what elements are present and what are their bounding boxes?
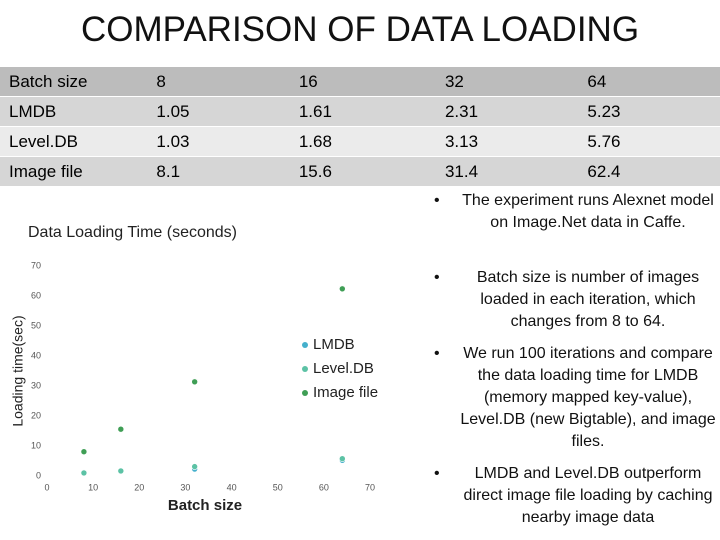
table-row: Batch size 8 16 32 64: [0, 67, 720, 97]
x-tick-label: 40: [227, 482, 237, 492]
legend-marker: [302, 390, 308, 396]
x-tick-label: 30: [180, 482, 190, 492]
chart-background: [0, 190, 430, 540]
table-cell: Level.DB: [0, 126, 148, 157]
table-cell: 8: [147, 67, 290, 97]
table-cell: 2.31: [435, 96, 579, 127]
table-cell: 5.76: [578, 126, 720, 157]
table-row: Image file 8.1 15.6 31.4 62.4: [0, 156, 720, 187]
table-cell: Image file: [0, 156, 148, 187]
scatter-point: [191, 463, 198, 470]
scatter-point: [80, 469, 88, 477]
table-cell: 1.61: [289, 96, 436, 127]
y-tick-label: 70: [31, 260, 41, 270]
y-tick-label: 50: [31, 320, 41, 330]
y-tick-label: 20: [31, 410, 41, 420]
table-cell: 64: [578, 67, 720, 97]
scatter-point: [191, 378, 198, 386]
y-tick-label: 40: [31, 350, 41, 360]
x-tick-label: 10: [88, 482, 98, 492]
x-tick-label: 60: [319, 482, 329, 492]
legend-marker: [302, 342, 308, 348]
scatter-point: [80, 448, 88, 456]
table-cell: 62.4: [578, 156, 720, 187]
chart-title: Data Loading Time (seconds): [28, 224, 237, 241]
table-cell: 1.03: [147, 126, 290, 157]
y-tick-label: 10: [31, 440, 41, 450]
data-table: Batch size 8 16 32 64 LMDB 1.05 1.61 2.31 5.23 Lev…: [0, 67, 720, 187]
x-tick-label: 50: [273, 482, 283, 492]
y-axis-label: Loading time(sec): [10, 315, 26, 426]
table-cell: LMDB: [0, 96, 148, 127]
legend-label: LMDB: [313, 336, 355, 353]
table-row: Level.DB 1.03 1.68 3.13 5.76: [0, 126, 720, 157]
scatter-point: [117, 425, 125, 433]
scatter-point: [339, 455, 346, 463]
table-cell: 3.13: [435, 126, 579, 157]
table-cell: Batch size: [0, 67, 148, 97]
table-cell: 8.1: [147, 156, 290, 187]
scatter-point: [339, 285, 346, 293]
legend-label: Image file: [313, 384, 378, 401]
bullet-item: The experiment runs Alexnet model on Ima…: [430, 190, 718, 234]
table-cell: 32: [435, 67, 579, 97]
bullet-item: LMDB and Level.DB outperform direct imag…: [430, 463, 718, 529]
table-cell: 5.23: [578, 96, 720, 127]
x-tick-label: 70: [365, 482, 375, 492]
y-tick-label: 0: [36, 470, 41, 480]
chart: Data Loading Time (seconds) Batch size L…: [0, 190, 430, 540]
x-tick-label: 20: [134, 482, 144, 492]
table-cell: 1.05: [147, 96, 290, 127]
table-row: LMDB 1.05 1.61 2.31 5.23: [0, 96, 720, 127]
x-tick-label: 0: [44, 482, 49, 492]
table-cell: 16: [289, 67, 436, 97]
y-tick-label: 30: [31, 380, 41, 390]
legend-label: Level.DB: [313, 360, 374, 377]
legend-marker: [302, 366, 308, 372]
slide-title: COMPARISON OF DATA LOADING: [80, 10, 640, 49]
table-cell: 31.4: [435, 156, 579, 187]
x-axis-label: Batch size: [168, 497, 242, 514]
table-cell: 15.6: [289, 156, 436, 187]
bullet-item: Batch size is number of images loaded in…: [430, 267, 718, 333]
bullet-item: We run 100 iterations and compare the da…: [430, 343, 718, 453]
y-tick-label: 60: [31, 290, 41, 300]
scatter-point: [117, 467, 125, 475]
table-cell: 1.68: [289, 126, 436, 157]
